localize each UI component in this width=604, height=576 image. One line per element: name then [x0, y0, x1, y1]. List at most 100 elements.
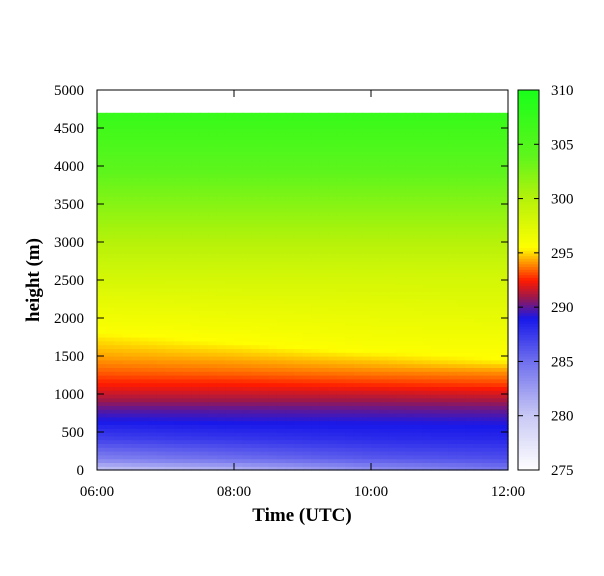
- heatmap-cell: [97, 169, 107, 175]
- heatmap-cell: [234, 386, 244, 391]
- heatmap-cell: [388, 348, 398, 353]
- heatmap-cell: [473, 451, 483, 456]
- colorbar-tick-label: 305: [551, 137, 574, 153]
- heatmap-cell: [473, 291, 483, 296]
- heatmap-cell: [405, 352, 415, 357]
- heatmap-cell: [276, 116, 286, 121]
- heatmap-cell: [139, 302, 149, 308]
- heatmap-cell: [328, 287, 338, 292]
- heatmap-cell: [225, 177, 235, 182]
- heatmap-cell: [285, 413, 295, 418]
- heatmap-cell: [114, 435, 124, 441]
- heatmap-cell: [473, 299, 483, 304]
- heatmap-cell: [285, 139, 295, 144]
- heatmap-cell: [319, 188, 329, 194]
- heatmap-cell: [473, 424, 483, 429]
- heatmap-cell: [268, 147, 278, 152]
- heatmap-cell: [114, 268, 124, 273]
- heatmap-cell: [345, 154, 355, 159]
- heatmap-cell: [156, 359, 167, 365]
- heatmap-cell: [302, 466, 312, 471]
- heatmap-cell: [293, 276, 304, 281]
- heatmap-cell: [191, 181, 201, 186]
- heatmap-cell: [490, 466, 501, 471]
- heatmap-cell: [371, 416, 381, 422]
- heatmap-cell: [182, 287, 192, 292]
- heatmap-cell: [131, 223, 141, 228]
- heatmap-cell: [362, 131, 372, 137]
- heatmap-cell: [208, 299, 218, 304]
- heatmap-cell: [174, 413, 184, 418]
- heatmap-cell: [490, 356, 501, 361]
- heatmap-cell: [251, 120, 261, 125]
- heatmap-cell: [413, 128, 423, 133]
- heatmap-cell: [199, 238, 209, 243]
- heatmap-cell: [199, 147, 209, 152]
- heatmap-cell: [422, 378, 432, 384]
- heatmap-cell: [165, 363, 175, 368]
- heatmap-cell: [139, 462, 149, 467]
- heatmap-cell: [465, 234, 475, 239]
- heatmap-cell: [242, 169, 252, 175]
- colorbar-segment: [518, 201, 539, 205]
- heatmap-cell: [465, 378, 475, 384]
- heatmap-cell: [216, 348, 227, 353]
- heatmap-cell: [379, 375, 389, 380]
- heatmap-cell: [156, 131, 167, 137]
- heatmap-cell: [259, 166, 269, 171]
- heatmap-cell: [465, 162, 475, 167]
- heatmap-cell: [422, 223, 432, 228]
- heatmap-cell: [174, 211, 184, 216]
- heatmap-cell: [371, 310, 381, 315]
- heatmap-cell: [191, 390, 201, 395]
- heatmap-cell: [148, 215, 158, 220]
- heatmap-cell: [430, 340, 441, 346]
- heatmap-cell: [490, 283, 501, 289]
- heatmap-cell: [259, 192, 269, 197]
- heatmap-cell: [156, 291, 167, 296]
- heatmap-cell: [199, 386, 209, 391]
- heatmap-cell: [413, 158, 423, 163]
- heatmap-cell: [131, 314, 141, 319]
- heatmap-cell: [490, 268, 501, 273]
- heatmap-cell: [242, 177, 252, 182]
- heatmap-cell: [242, 192, 252, 197]
- heatmap-cell: [430, 321, 441, 327]
- heatmap-cell: [293, 420, 304, 425]
- heatmap-cell: [191, 173, 201, 178]
- heatmap-cell: [105, 177, 115, 182]
- heatmap-cell: [499, 211, 509, 216]
- heatmap-cell: [490, 401, 501, 406]
- heatmap-cell: [234, 378, 244, 384]
- heatmap-cell: [319, 283, 329, 289]
- heatmap-cell: [234, 435, 244, 441]
- heatmap-cell: [285, 181, 295, 186]
- heatmap-cell: [139, 432, 149, 437]
- heatmap-cell: [242, 204, 252, 209]
- heatmap-cell: [430, 458, 441, 463]
- heatmap-cell: [191, 386, 201, 391]
- heatmap-cell: [490, 340, 501, 346]
- heatmap-cell: [251, 382, 261, 387]
- heatmap-cell: [251, 329, 261, 334]
- heatmap-cell: [328, 356, 338, 361]
- heatmap-cell: [302, 378, 312, 384]
- heatmap-cell: [490, 318, 501, 323]
- heatmap-cell: [114, 158, 124, 163]
- heatmap-cell: [122, 268, 132, 273]
- heatmap-cell: [439, 363, 449, 368]
- heatmap-cell: [276, 192, 286, 197]
- heatmap-cell: [345, 219, 355, 224]
- heatmap-cell: [199, 169, 209, 175]
- heatmap-cell: [139, 356, 149, 361]
- heatmap-cell: [388, 337, 398, 342]
- heatmap-cell: [251, 264, 261, 270]
- heatmap-cell: [225, 409, 235, 414]
- heatmap-cell: [148, 207, 158, 213]
- heatmap-cell: [268, 242, 278, 247]
- heatmap-cell: [259, 242, 269, 247]
- heatmap-cell: [388, 466, 398, 471]
- heatmap-cell: [208, 451, 218, 456]
- heatmap-cell: [456, 295, 466, 300]
- heatmap-cell: [413, 329, 423, 334]
